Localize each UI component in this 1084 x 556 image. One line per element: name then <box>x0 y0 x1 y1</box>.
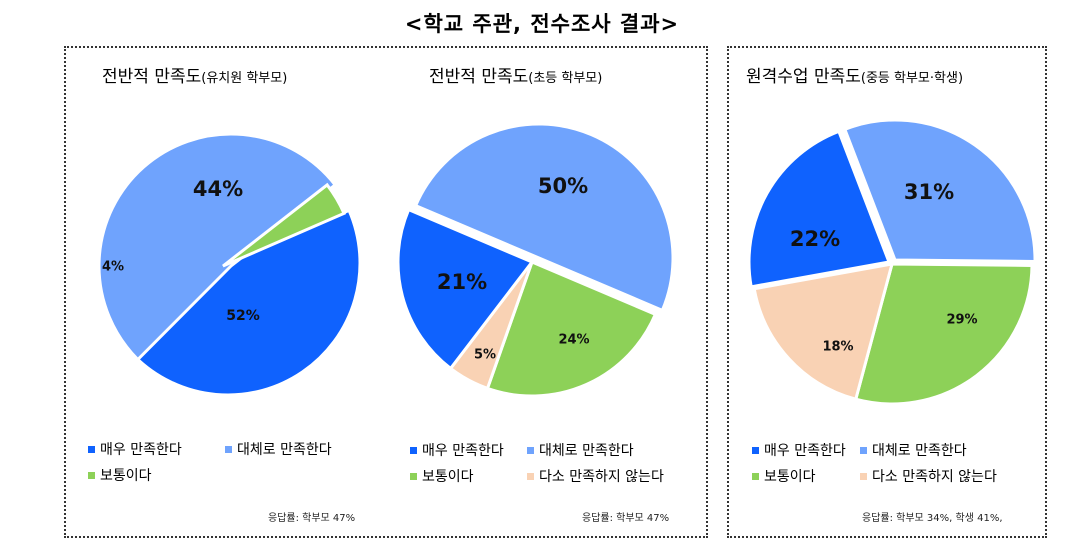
pie-slice <box>842 118 1037 263</box>
legend-item-slightly-dissatisfied: 다소 만족하지 않는다 <box>527 466 664 486</box>
slice-label: 31% <box>904 180 954 204</box>
response-rate-remote-class: 응답률: 학부모 34%, 학생 41%, <box>862 513 1003 524</box>
legend-swatch <box>225 445 232 453</box>
legend-item-very-satisfied: 매우 만족한다 <box>752 440 846 460</box>
slice-label: 5% <box>474 348 496 363</box>
pie-slice <box>396 207 535 371</box>
kindergarten-elementary-panel <box>64 46 708 538</box>
slice-label: 50% <box>538 174 588 198</box>
remote-class-panel <box>727 46 1047 538</box>
chart-title-remote-class: 원격수업 만족도(중등 학부모·학생) <box>746 67 964 87</box>
legend-item-neutral: 보통이다 <box>410 466 474 486</box>
legend-swatch <box>860 446 867 454</box>
response-rate-kindergarten: 응답률: 학부모 47% <box>268 513 356 524</box>
slice-label: 4% <box>102 260 124 275</box>
legend-item-neutral: 보통이다 <box>752 466 816 486</box>
legend-item-mostly-satisfied: 대체로 만족한다 <box>860 440 967 460</box>
pie-slice <box>853 262 1034 406</box>
legend-swatch <box>88 445 95 453</box>
legend-item-slightly-dissatisfied: 다소 만족하지 않는다 <box>860 466 997 486</box>
legend-item-mostly-satisfied: 대체로 만족한다 <box>527 440 634 460</box>
slice-label: 29% <box>946 313 977 328</box>
legend-swatch <box>410 472 417 480</box>
legend-swatch <box>860 472 867 480</box>
legend-item-very-satisfied: 매우 만족한다 <box>410 440 504 460</box>
slice-label: 21% <box>437 270 487 294</box>
legend-item-neutral: 보통이다 <box>88 465 152 485</box>
pie-slice <box>752 262 895 402</box>
slice-label: 44% <box>193 177 243 201</box>
response-rate-elementary: 응답률: 학부모 47% <box>582 513 670 524</box>
legend-item-mostly-satisfied: 대체로 만족한다 <box>225 439 332 459</box>
pie-slice <box>132 208 362 397</box>
legend-swatch <box>752 446 759 454</box>
chart-title-kindergarten: 전반적 만족도(유치원 학부모) <box>102 67 288 87</box>
pie-slice <box>485 259 658 398</box>
pie-slice <box>222 182 347 268</box>
legend-swatch <box>527 472 534 480</box>
slice-label: 18% <box>822 340 853 355</box>
page-title: <학교 주관, 전수조사 결과> <box>404 12 680 36</box>
chart-title-elementary: 전반적 만족도(초등 학부모) <box>429 67 603 87</box>
legend-item-very-satisfied: 매우 만족한다 <box>88 439 182 459</box>
slice-label: 52% <box>226 308 260 324</box>
slice-label: 22% <box>790 227 840 251</box>
pie-slice <box>413 122 675 313</box>
pie-slice <box>97 132 338 362</box>
legend-swatch <box>410 446 417 454</box>
legend-swatch <box>88 471 95 479</box>
slice-label: 24% <box>558 333 589 348</box>
legend-swatch <box>752 472 759 480</box>
pie-slice <box>747 129 892 289</box>
legend-swatch <box>527 446 534 454</box>
